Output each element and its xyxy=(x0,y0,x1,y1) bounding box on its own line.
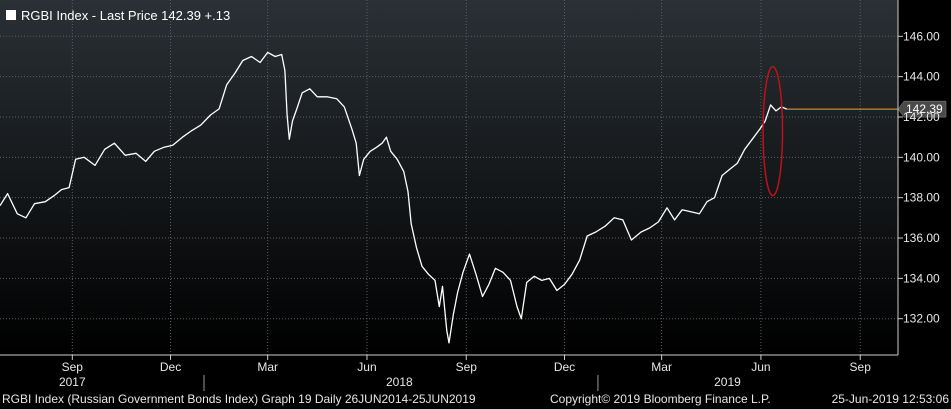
footer-left: RGBI Index (Russian Government Bonds Ind… xyxy=(2,392,476,406)
y-tick-label: 146.00 xyxy=(903,29,940,43)
y-tick-label: 132.00 xyxy=(903,312,940,326)
year-label: 2017 xyxy=(59,375,86,389)
x-tick-label: Sep xyxy=(62,360,84,374)
grid-lines xyxy=(0,0,898,355)
y-axis: 132.00 134.00 136.00 138.00 140.00 142.00 144.… xyxy=(897,0,940,355)
legend: RGBI Index - Last Price 142.39 +.13 xyxy=(6,8,230,23)
x-tick-label: Dec xyxy=(554,360,575,374)
y-tick-label: 140.00 xyxy=(903,150,940,164)
y-tick-label: 144.00 xyxy=(903,70,940,84)
y-tick-label: 136.00 xyxy=(903,231,940,245)
year-label: 2019 xyxy=(714,375,741,389)
legend-swatch xyxy=(6,10,16,20)
last-price-label: 142.39 xyxy=(906,102,943,116)
y-tick-label: 134.00 xyxy=(903,271,940,285)
x-tick-label: Mar xyxy=(651,360,672,374)
x-tick-label: Jun xyxy=(357,360,376,374)
year-label: 2018 xyxy=(386,375,413,389)
y-tick-label: 138.00 xyxy=(903,191,940,205)
y-tick-label: 142.00 xyxy=(903,110,940,124)
x-tick-label: Mar xyxy=(257,360,278,374)
legend-text: RGBI Index - Last Price 142.39 +.13 xyxy=(21,8,230,23)
x-tick-label: Dec xyxy=(160,360,181,374)
footer-center: Copyright© 2019 Bloomberg Finance L.P. xyxy=(550,392,771,406)
last-price-tag xyxy=(897,100,947,118)
x-tick-label: Sep xyxy=(456,360,478,374)
overlay-layer: 142.39 xyxy=(762,65,947,197)
x-tick-label: Sep xyxy=(850,360,872,374)
plot-background xyxy=(0,0,898,355)
footer: RGBI Index (Russian Government Bonds Ind… xyxy=(2,392,949,406)
highlight-ellipse xyxy=(762,65,784,197)
footer-right: 25-Jun-2019 12:53:06 xyxy=(832,392,950,406)
series-layer xyxy=(0,51,788,344)
series-line-rgbi xyxy=(0,51,788,344)
x-tick-label: Jun xyxy=(751,360,770,374)
